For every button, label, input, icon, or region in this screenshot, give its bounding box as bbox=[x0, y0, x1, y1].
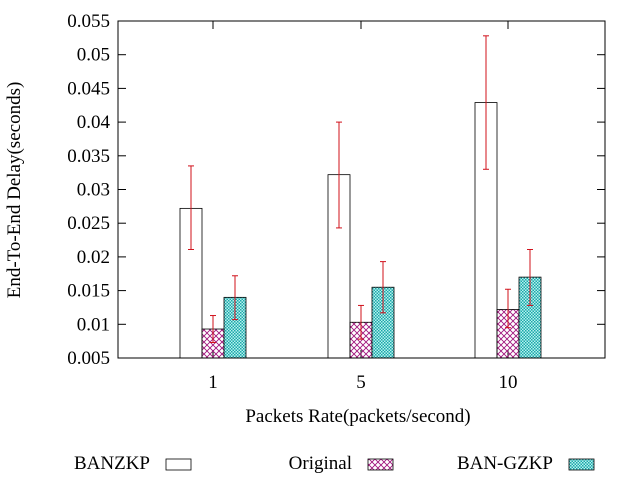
x-axis-label: Packets Rate(packets/second) bbox=[245, 406, 470, 427]
legend-label-ban-gzkp: BAN-GZKP bbox=[457, 453, 553, 474]
x-tick-label: 1 bbox=[208, 372, 218, 393]
legend-swatch-original bbox=[367, 458, 394, 471]
y-axis-ticks: 0.005 0.01 0.015 0.02 0.025 0.03 0.035 0.04 0.04… bbox=[67, 11, 605, 369]
y-tick-label: 0.035 bbox=[67, 146, 110, 167]
y-tick-label: 0.04 bbox=[77, 112, 111, 133]
y-tick-label: 0.03 bbox=[77, 180, 110, 201]
x-tick-label: 5 bbox=[356, 372, 366, 393]
y-tick-label: 0.045 bbox=[67, 78, 110, 99]
legend-label-banzkp: BANZKP bbox=[74, 453, 150, 474]
bars bbox=[179, 102, 542, 359]
y-tick-label: 0.055 bbox=[67, 11, 110, 32]
y-tick-label: 0.05 bbox=[77, 45, 110, 66]
y-tick-label: 0.025 bbox=[67, 213, 110, 234]
y-tick-label: 0.01 bbox=[77, 314, 110, 335]
legend: BANZKP Original BAN-GZKP bbox=[74, 453, 595, 474]
y-axis-label: End-To-End Delay(seconds) bbox=[4, 82, 25, 299]
legend-swatch-banzkp bbox=[165, 458, 192, 471]
legend-label-original: Original bbox=[289, 453, 352, 474]
y-tick-label: 0.005 bbox=[67, 348, 110, 369]
y-tick-label: 0.02 bbox=[77, 247, 110, 268]
legend-swatch-ban-gzkp bbox=[568, 458, 595, 471]
x-tick-label: 10 bbox=[499, 372, 518, 393]
error-bars bbox=[188, 35, 533, 343]
plot-frame bbox=[117, 20, 606, 359]
y-tick-label: 0.015 bbox=[67, 281, 110, 302]
